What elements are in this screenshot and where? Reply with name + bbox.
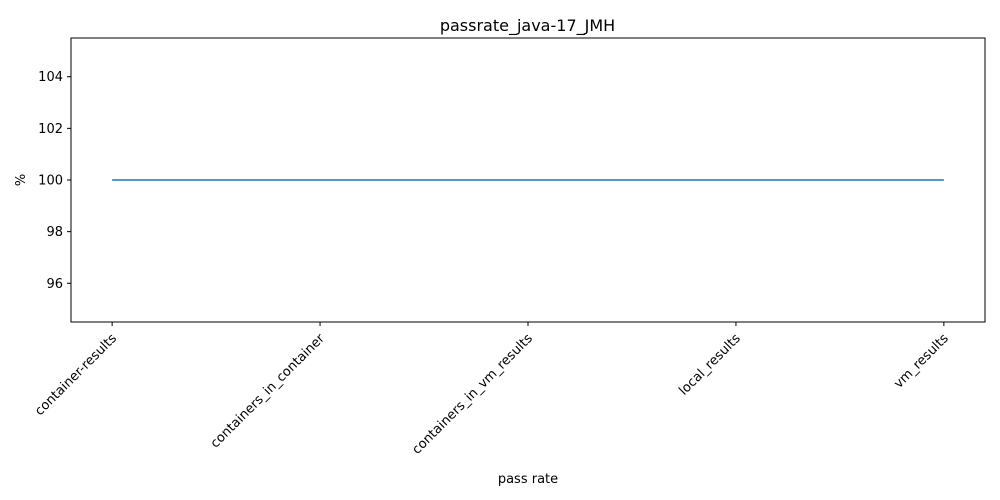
y-tick-label: 102 bbox=[38, 122, 63, 137]
x-axis: container-results containers_in_container… bbox=[32, 322, 952, 458]
chart-title: passrate_java-17_JMH bbox=[440, 16, 615, 36]
y-axis-label: % bbox=[14, 174, 29, 186]
x-tick-label: container-results bbox=[32, 331, 120, 419]
y-tick-label: 96 bbox=[46, 277, 63, 292]
x-tick-label: containers_in_container bbox=[208, 331, 329, 452]
y-tick-label: 100 bbox=[38, 174, 63, 189]
y-tick-label: 98 bbox=[46, 225, 63, 240]
y-axis: 96 98 100 102 104 bbox=[38, 70, 71, 292]
x-axis-label: pass rate bbox=[498, 472, 558, 487]
x-tick-label: local_results bbox=[676, 331, 744, 399]
x-tick-label: containers_in_vm_results bbox=[410, 331, 536, 457]
series-layer bbox=[112, 179, 944, 181]
y-tick-label: 104 bbox=[38, 70, 63, 85]
x-tick-label: vm_results bbox=[891, 331, 952, 392]
